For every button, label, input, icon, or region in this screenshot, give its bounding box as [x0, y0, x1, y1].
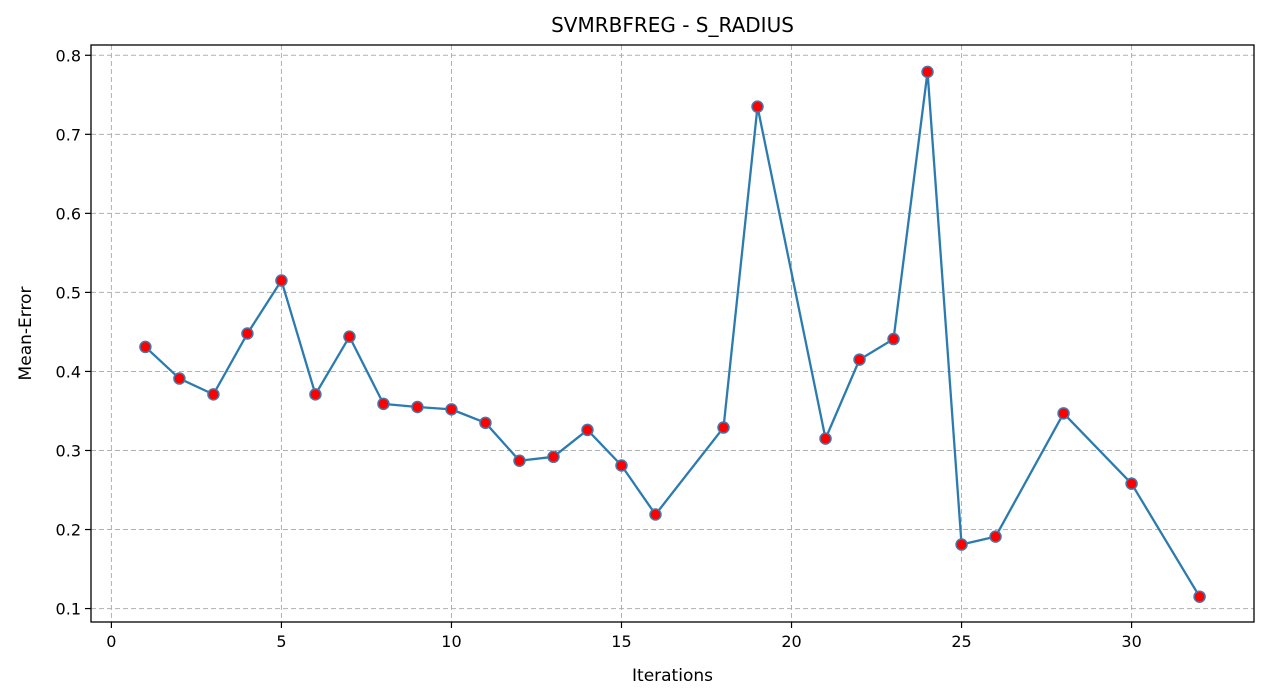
- data-point: [139, 340, 152, 354]
- y-tick-label: 0.6: [56, 204, 81, 223]
- data-point: [343, 330, 356, 343]
- data-point: [241, 327, 254, 340]
- data-point: [479, 416, 492, 430]
- data-point: [207, 388, 220, 401]
- data-point: [1193, 590, 1206, 603]
- data-point: [819, 432, 832, 445]
- data-point: [921, 65, 934, 79]
- data-point: [377, 397, 390, 411]
- data-point: [1125, 477, 1138, 490]
- data-point: [173, 372, 186, 385]
- ticks: 0 5 10 15 20 25 30 0.1 0.2 0.3 0.4 0.5 0.6 0.7 0.8: [56, 46, 1142, 651]
- x-tick-label: 15: [611, 632, 631, 651]
- data-point: [547, 450, 560, 464]
- y-tick-label: 0.8: [56, 46, 81, 65]
- x-tick-label: 25: [951, 632, 971, 651]
- data-point: [989, 530, 1002, 543]
- data-point: [1057, 407, 1070, 420]
- x-axis-label: Iterations: [632, 666, 713, 686]
- data-point: [887, 332, 900, 346]
- chart-title: SVMRBFREG - S_RADIUS: [551, 13, 794, 37]
- x-tick-label: 30: [1121, 632, 1141, 651]
- data-point: [513, 454, 526, 468]
- data-point: [309, 388, 322, 401]
- data-point: [853, 353, 866, 366]
- y-tick-label: 0.1: [56, 600, 81, 619]
- x-tick-label: 5: [276, 632, 286, 651]
- data-point: [751, 100, 764, 113]
- y-tick-label: 0.4: [56, 362, 81, 381]
- series-layer: [139, 65, 1206, 603]
- x-tick-label: 10: [441, 632, 461, 651]
- data-point: [717, 421, 730, 434]
- y-tick-label: 0.2: [56, 521, 81, 540]
- x-tick-label: 20: [781, 632, 801, 651]
- data-point: [581, 423, 594, 437]
- y-tick-label: 0.3: [56, 441, 81, 460]
- data-point: [955, 538, 968, 551]
- data-point: [411, 400, 424, 414]
- data-point: [615, 459, 628, 472]
- y-axis-label: Mean-Error: [16, 287, 36, 381]
- x-tick-label: 0: [106, 632, 116, 651]
- y-tick-label: 0.7: [56, 125, 81, 144]
- grid: [91, 45, 1254, 622]
- data-point: [649, 508, 662, 521]
- data-point: [275, 274, 288, 287]
- plot-frame: [90, 44, 1255, 623]
- data-point: [445, 403, 458, 416]
- series-line: [144, 70, 1201, 598]
- y-tick-label: 0.5: [56, 283, 81, 302]
